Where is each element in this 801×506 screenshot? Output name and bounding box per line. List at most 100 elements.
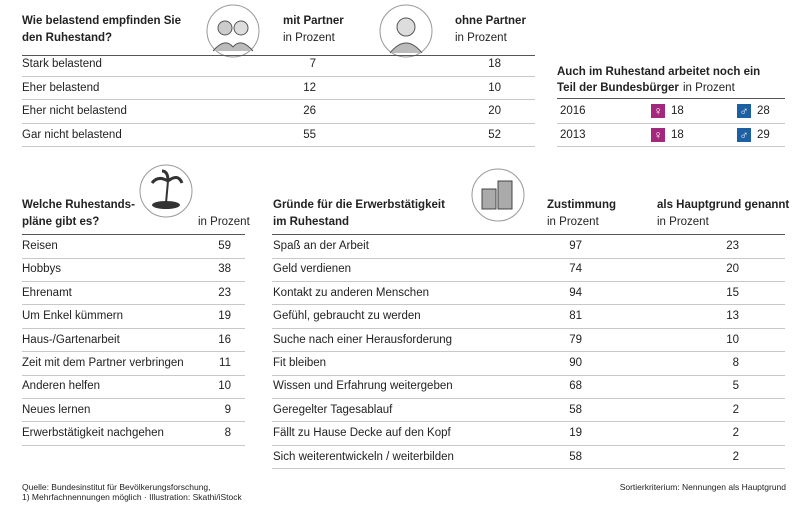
cell-value: 23 [726, 240, 739, 252]
question: im Ruhestand [273, 216, 350, 228]
row-divider [22, 327, 245, 329]
header-rule [557, 98, 785, 99]
row-label: Fällt zu Hause Decke auf den Kopf [273, 427, 451, 440]
row-divider [272, 280, 785, 282]
cell-value: 7 [309, 58, 316, 70]
cell-value: 52 [488, 128, 501, 141]
cell-value: 97 [569, 240, 582, 252]
column-header: mit Partner [283, 15, 344, 27]
cell-value: 20 [726, 263, 739, 276]
cell-value: 58 [569, 450, 582, 463]
row-divider [557, 146, 785, 147]
row-divider [22, 257, 245, 259]
couple-icon [206, 4, 260, 58]
cell-value: 18 [488, 58, 501, 70]
column-header: als Hauptgrund genannt [657, 199, 790, 211]
row-divider [272, 374, 785, 376]
male-icon: ♂ [737, 104, 751, 118]
row-divider [272, 468, 785, 470]
source-note: Quelle: Bundesinstitut für Bevölkerungsf… [22, 482, 211, 492]
row-divider [22, 374, 245, 376]
cell-value: 2 [732, 403, 739, 416]
source-note: 1) Mehrfachnennungen möglich · Illustrat… [22, 492, 242, 502]
cell-value: 18 [671, 128, 684, 141]
row-label: Geld verdienen [273, 263, 351, 276]
row-divider [272, 351, 785, 353]
row-label: Suche nach einer Herausforderung [273, 333, 453, 346]
cell-value: 55 [303, 128, 316, 141]
question: Gründe für die Erwerbstätigkeit [273, 199, 445, 211]
cell-value: 81 [569, 310, 582, 323]
sort-note: Sortierkriterium: Nennungen als Hauptgru… [619, 482, 786, 492]
cell-value: 90 [569, 357, 582, 369]
row-label: Geregelter Tagesablauf [273, 403, 393, 416]
row-divider [272, 304, 785, 306]
row-label: Eher nicht belastend [22, 105, 127, 117]
coins-icon [471, 168, 525, 222]
cell-value: 10 [488, 81, 501, 94]
row-divider [272, 397, 785, 399]
row-divider [22, 397, 245, 399]
cell-value: 59 [218, 240, 231, 252]
cell-value: 16 [218, 333, 231, 346]
header-rule [272, 234, 785, 235]
senior-icon [379, 4, 433, 58]
row-label: Hobbys [22, 263, 61, 276]
cell-value: 23 [218, 286, 231, 299]
row-label: Neues lernen [22, 403, 91, 416]
row-divider [22, 421, 245, 423]
title: Teil der Bundesbürger [557, 82, 679, 94]
cell-value: 19 [569, 427, 582, 440]
cell-value: 5 [732, 380, 739, 393]
row-divider [272, 327, 785, 329]
cell-value: 13 [726, 310, 739, 323]
row-divider [22, 146, 535, 147]
cell-value: 94 [569, 286, 582, 299]
row-divider [22, 75, 535, 77]
row-divider [22, 444, 245, 446]
palm-icon [139, 164, 193, 218]
question: Welche Ruhestands- [22, 199, 135, 211]
cell-value: 10 [726, 333, 739, 346]
cell-value: 18 [671, 105, 684, 117]
cell-value: 8 [224, 427, 231, 440]
cell-value: 2 [732, 427, 739, 440]
cell-value: 68 [569, 380, 582, 393]
column-header: ohne Partner [455, 15, 526, 27]
cell-value: 38 [218, 263, 231, 276]
column-header: Zustimmung [547, 199, 616, 211]
header-rule [22, 234, 245, 235]
row-label: Kontakt zu anderen Menschen [273, 286, 429, 299]
cell-value: 8 [732, 357, 739, 369]
row-divider [22, 304, 245, 306]
row-label: Anderen helfen [22, 380, 101, 393]
column-unit: in Prozent [455, 32, 507, 44]
cell-value: 9 [224, 403, 231, 416]
row-label: Wissen und Erfahrung weitergeben [273, 380, 453, 393]
row-label: Gar nicht belastend [22, 128, 122, 141]
question: pläne gibt es? [22, 216, 100, 228]
row-label: Haus-/Gartenarbeit [22, 333, 120, 346]
row-divider [22, 351, 245, 353]
row-divider [272, 444, 785, 446]
row-label: Stark belastend [22, 58, 102, 70]
cell-value: 79 [569, 333, 582, 346]
row-divider [22, 122, 535, 124]
row-divider [272, 421, 785, 423]
header-rule [22, 55, 535, 56]
cell-value: 58 [569, 403, 582, 416]
row-label: Sich weiterentwickeln / weiterbilden [273, 450, 454, 463]
column-unit: in Prozent [657, 216, 709, 228]
cell-value: 74 [569, 263, 582, 276]
column-unit: in Prozent [198, 216, 250, 228]
row-label: Spaß an der Arbeit [273, 240, 369, 252]
row-label: Reisen [22, 240, 58, 252]
cell-value: 12 [303, 81, 316, 94]
cell-value: 15 [726, 286, 739, 299]
cell-value: 28 [757, 105, 770, 117]
row-divider [272, 257, 785, 259]
row-label: Fit bleiben [273, 357, 327, 369]
row-label: Eher belastend [22, 81, 100, 94]
question: den Ruhestand? [22, 32, 113, 44]
unit: in Prozent [683, 82, 735, 94]
